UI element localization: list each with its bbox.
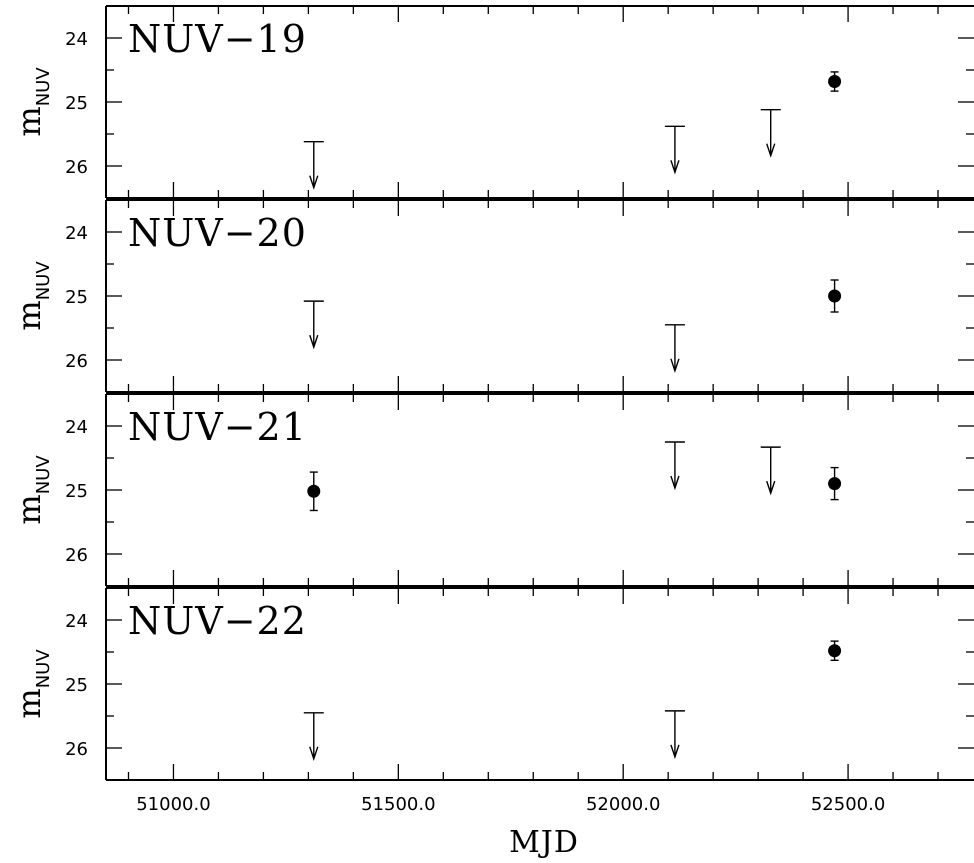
x-tick-label: 52000.0 — [586, 794, 660, 815]
upper-limit-arrowhead — [670, 475, 680, 491]
panel-3: 24 25 26 mNUV NUV−21 — [10, 393, 974, 587]
x-tick-label: 51500.0 — [361, 794, 435, 815]
panel-2: 24 25 26 mNUV NUV−20 — [10, 199, 974, 393]
y-tick-label: 25 — [65, 93, 88, 114]
data-point — [828, 644, 842, 658]
detection-marker — [307, 471, 321, 512]
upper-limit-marker — [664, 125, 685, 175]
y-tick-label: 26 — [65, 157, 88, 178]
y-tick-label: 24 — [65, 223, 88, 244]
panel-label: NUV−21 — [128, 405, 307, 449]
upper-limit-marker — [664, 710, 685, 760]
detection-marker — [828, 71, 842, 92]
upper-limit-arrowhead — [766, 143, 776, 158]
y-axis-label: mNUV — [10, 261, 54, 331]
upper-limit-arrowhead — [670, 160, 680, 175]
y-tick-label: 26 — [65, 351, 88, 372]
upper-limit-arrowhead — [309, 746, 319, 762]
y-axis-label-main: m — [10, 106, 48, 136]
y-axis-label-subscript: NUV — [33, 261, 54, 301]
upper-limit-marker — [664, 441, 685, 491]
detection-marker — [828, 466, 842, 501]
x-tick-label: 52500.0 — [811, 794, 885, 815]
detection-marker — [828, 640, 842, 662]
panels-layer: 242526mNUVNUV−19242526mNUVNUV−20242526mN… — [10, 5, 974, 815]
x-tick-label: 51000.0 — [136, 794, 210, 815]
data-point — [828, 75, 842, 89]
upper-limit-arrowhead — [309, 175, 319, 190]
y-axis-label: mNUV — [10, 67, 54, 137]
data-point — [307, 484, 321, 498]
y-tick-label: 24 — [65, 417, 88, 438]
upper-limit-marker — [664, 324, 685, 374]
upper-limit-arrowhead — [309, 334, 319, 350]
y-axis-label: mNUV — [10, 455, 54, 525]
y-tick-label: 25 — [65, 287, 88, 308]
data-point — [828, 289, 842, 303]
panel-label: NUV−22 — [128, 599, 307, 643]
upper-limit-marker — [760, 446, 781, 496]
upper-limit-arrowhead — [766, 480, 776, 496]
y-tick-label: 26 — [65, 545, 88, 566]
x-axis-label: MJD — [509, 825, 579, 860]
data-point — [828, 477, 842, 491]
y-axis-label-main: m — [10, 688, 48, 718]
upper-limit-marker — [760, 108, 781, 158]
panel-label: NUV−19 — [128, 17, 307, 61]
y-tick-label: 24 — [65, 611, 88, 632]
panel-label: NUV−20 — [128, 211, 307, 255]
y-tick-label: 25 — [65, 481, 88, 502]
panel-1: 24 25 26 mNUV NUV−19 — [10, 5, 974, 199]
y-tick-label: 24 — [65, 29, 88, 50]
y-axis-label-subscript: NUV — [33, 455, 54, 495]
upper-limit-arrowhead — [670, 744, 680, 760]
y-tick-label: 25 — [65, 675, 88, 696]
upper-limit-marker — [303, 300, 324, 350]
upper-limit-marker — [303, 712, 324, 762]
y-axis-label-main: m — [10, 300, 48, 330]
y-tick-label: 26 — [65, 739, 88, 760]
detection-marker — [828, 279, 842, 313]
y-axis-label-subscript: NUV — [33, 67, 54, 107]
y-axis-label: mNUV — [10, 649, 54, 719]
y-axis-label-subscript: NUV — [33, 649, 54, 689]
upper-limit-arrowhead — [670, 358, 680, 374]
panel-4: 24 25 26 mNUV NUV−22 51000.0 51500.0 52000.0 525… — [10, 587, 974, 815]
y-axis-label-main: m — [10, 494, 48, 524]
upper-limit-marker — [303, 140, 324, 190]
